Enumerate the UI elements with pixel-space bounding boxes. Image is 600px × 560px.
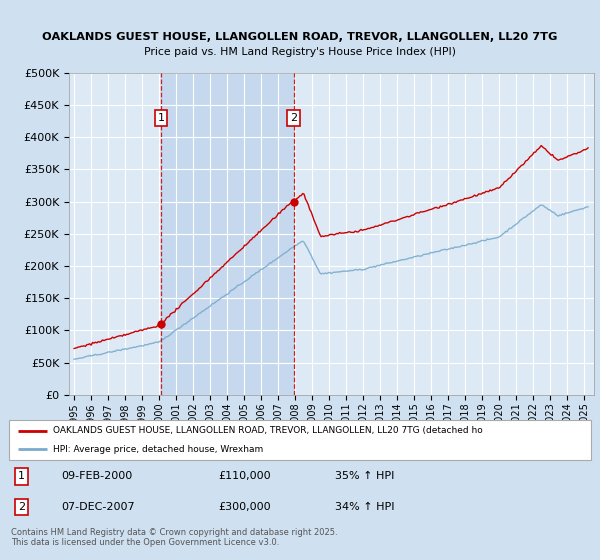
FancyBboxPatch shape xyxy=(9,420,591,460)
Bar xyxy=(161,73,293,395)
Text: 34% ↑ HPI: 34% ↑ HPI xyxy=(335,502,394,512)
Text: OAKLANDS GUEST HOUSE, LLANGOLLEN ROAD, TREVOR, LLANGOLLEN, LL20 7TG (detached ho: OAKLANDS GUEST HOUSE, LLANGOLLEN ROAD, T… xyxy=(53,426,482,435)
Text: 07-DEC-2007: 07-DEC-2007 xyxy=(61,502,135,512)
Text: 09-FEB-2000: 09-FEB-2000 xyxy=(61,472,133,482)
Text: OAKLANDS GUEST HOUSE, LLANGOLLEN ROAD, TREVOR, LLANGOLLEN, LL20 7TG: OAKLANDS GUEST HOUSE, LLANGOLLEN ROAD, T… xyxy=(43,32,557,43)
Text: 2: 2 xyxy=(18,502,25,512)
Text: HPI: Average price, detached house, Wrexham: HPI: Average price, detached house, Wrex… xyxy=(53,445,263,454)
Text: 1: 1 xyxy=(157,113,164,123)
Text: 1: 1 xyxy=(19,472,25,482)
Text: 35% ↑ HPI: 35% ↑ HPI xyxy=(335,472,394,482)
Text: £300,000: £300,000 xyxy=(218,502,271,512)
Text: £110,000: £110,000 xyxy=(218,472,271,482)
Text: 2: 2 xyxy=(290,113,297,123)
Text: Contains HM Land Registry data © Crown copyright and database right 2025.
This d: Contains HM Land Registry data © Crown c… xyxy=(11,528,337,547)
Text: Price paid vs. HM Land Registry's House Price Index (HPI): Price paid vs. HM Land Registry's House … xyxy=(144,47,456,57)
